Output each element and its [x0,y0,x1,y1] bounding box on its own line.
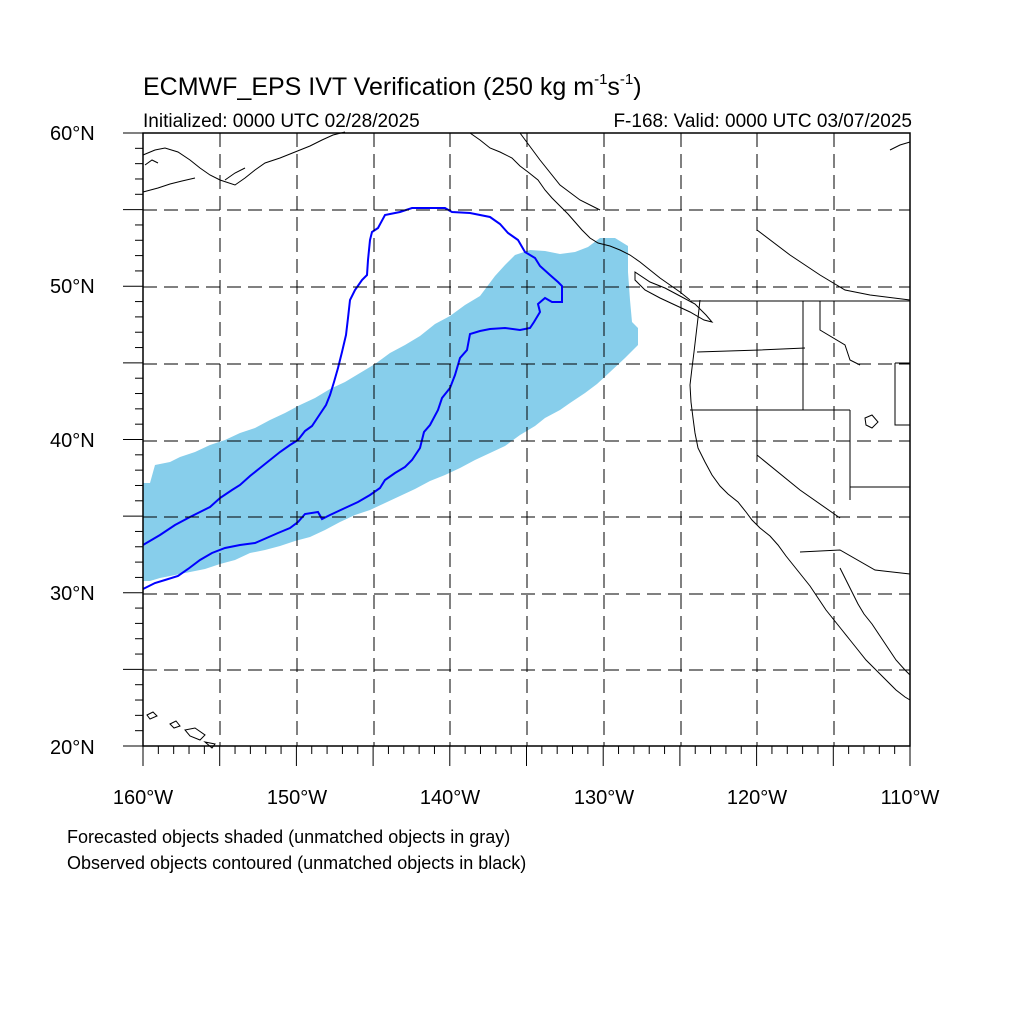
alaska-coast-3 [889,141,911,151]
hawaii-island-2 [169,720,181,729]
california-nevada-border [756,410,841,519]
lat-label-60: 60°N [50,123,95,145]
rocky-ridge [756,229,911,301]
lat-label-50: 50°N [50,276,95,298]
washington-oregon-border [696,347,806,353]
alaska-panhandle [469,132,691,301]
lat-label-40: 40°N [50,430,95,452]
alaska-islands [144,159,246,181]
lat-label-30: 30°N [50,583,95,605]
forecast-note: Forecasted objects shaded (unmatched obj… [67,827,511,847]
graticule [143,133,910,746]
hawaii-island-3 [184,727,206,741]
observed-note: Observed objects contoured (unmatched ob… [67,853,527,873]
baja-peninsula [839,567,911,676]
hawaii-island-1 [146,711,158,720]
lon-label-150w: 150°W [266,787,328,809]
alaska-coast [142,131,346,186]
lon-label-130w: 130°W [573,787,635,809]
lon-label-110w: 110°W [880,787,940,809]
observed-object-contour [142,207,563,590]
great-salt-lake [864,414,879,429]
hawaii-island-4 [203,741,216,749]
idaho-panhandle [819,301,861,366]
initialized-time: Initialized: 0000 UTC 02/28/2025 [143,111,420,132]
vancouver-island [634,271,714,323]
lon-label-160w: 160°W [112,787,174,809]
valid-time: F-168: Valid: 0000 UTC 03/07/2025 [613,111,912,132]
lon-label-120w: 120°W [726,787,788,809]
axis-ticks [123,132,911,766]
mexico-border [799,549,911,575]
lat-label-20: 20°N [50,737,95,759]
forecast-object [143,238,638,581]
map-title: ECMWF_EPS IVT Verification (250 kg m-1s-… [143,71,642,101]
west-coast-us [689,299,911,701]
coastlines [142,131,911,749]
alaska-coast-2 [142,177,196,193]
montana-wyoming-border [894,362,910,426]
lon-label-140w: 140°W [419,787,481,809]
bc-interior-border [519,132,601,211]
